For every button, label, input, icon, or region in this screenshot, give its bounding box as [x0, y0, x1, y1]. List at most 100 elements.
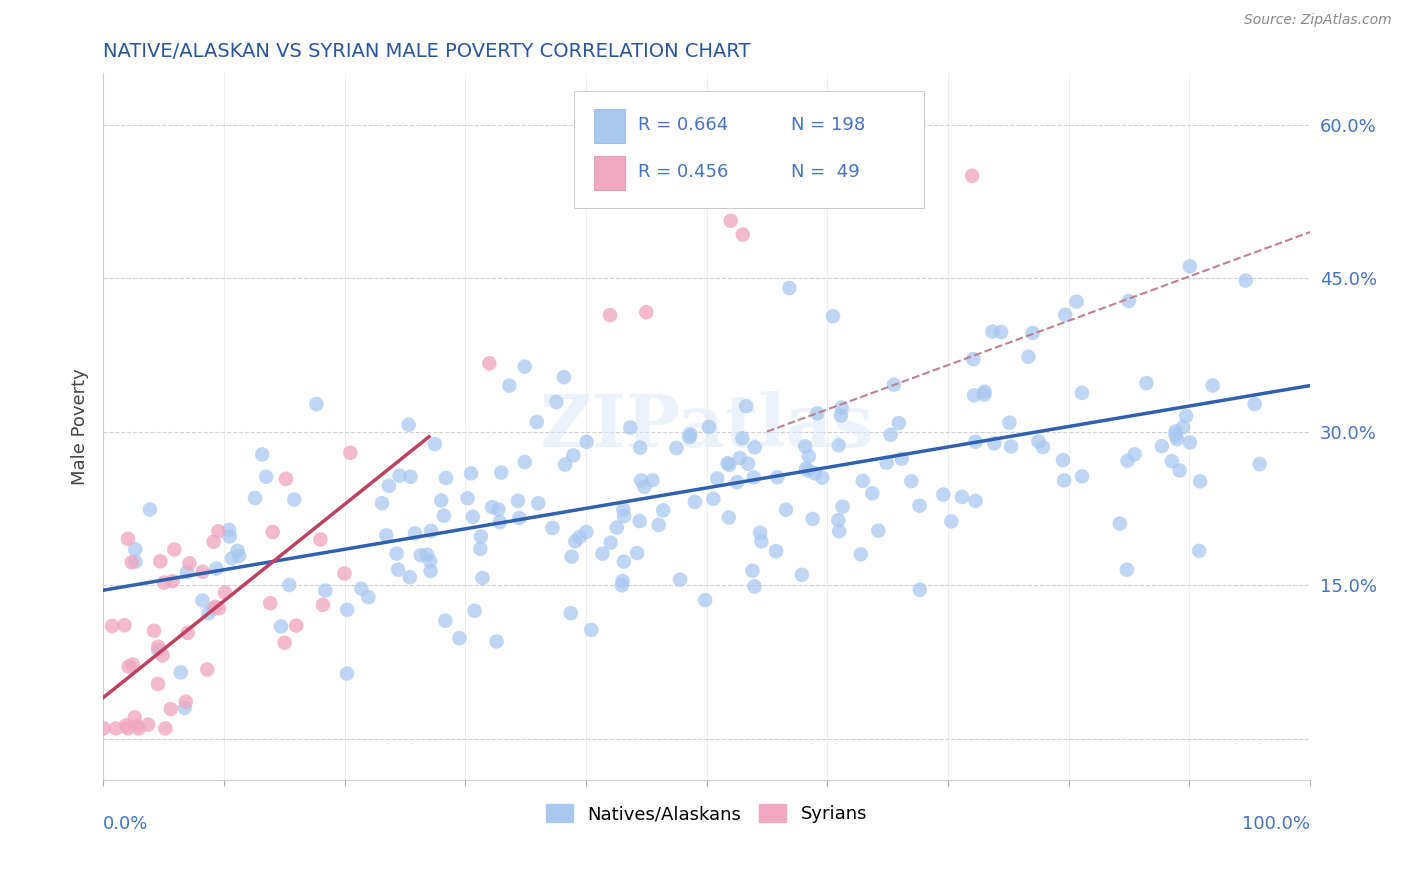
Point — [101, 619, 124, 633]
Point — [562, 448, 585, 462]
Point — [599, 308, 621, 322]
Point — [828, 438, 851, 452]
Point — [613, 555, 636, 569]
Point — [630, 474, 652, 488]
Point — [221, 551, 243, 566]
Point — [648, 518, 671, 533]
Point — [636, 305, 658, 319]
Point — [449, 631, 471, 645]
Point — [173, 701, 195, 715]
Text: 100.0%: 100.0% — [1241, 815, 1310, 833]
Point — [860, 486, 883, 500]
Point — [228, 549, 250, 563]
Point — [117, 722, 139, 736]
Point — [434, 471, 457, 485]
Point — [546, 395, 568, 409]
Point — [827, 513, 849, 527]
Point — [1135, 376, 1157, 390]
Point — [128, 722, 150, 736]
Point — [526, 415, 548, 429]
Point — [148, 640, 170, 654]
Point — [797, 464, 820, 478]
Point — [117, 532, 139, 546]
Point — [728, 450, 751, 465]
Point — [741, 564, 763, 578]
Point — [115, 718, 138, 732]
Point — [973, 387, 995, 401]
Point — [610, 578, 633, 592]
Text: NATIVE/ALASKAN VS SYRIAN MALE POVERTY CORRELATION CHART: NATIVE/ALASKAN VS SYRIAN MALE POVERTY CO… — [103, 42, 751, 61]
Point — [706, 471, 728, 485]
Point — [387, 563, 409, 577]
Point — [214, 585, 236, 599]
Point — [965, 494, 987, 508]
Point — [278, 578, 301, 592]
Point — [1053, 474, 1076, 488]
Point — [1201, 378, 1223, 392]
Point — [470, 529, 492, 543]
Point — [388, 468, 411, 483]
Point — [990, 325, 1012, 339]
Point — [831, 500, 853, 514]
Point — [790, 567, 813, 582]
Point — [1150, 439, 1173, 453]
Point — [385, 547, 408, 561]
Point — [114, 618, 136, 632]
Point — [398, 417, 420, 432]
Point — [152, 648, 174, 663]
Point — [1243, 397, 1265, 411]
Point — [830, 409, 852, 423]
Point — [963, 388, 986, 402]
Point — [155, 722, 177, 736]
Point — [339, 446, 361, 460]
Point — [683, 495, 706, 509]
Point — [121, 555, 143, 569]
Point — [652, 503, 675, 517]
Point — [146, 677, 169, 691]
Point — [720, 213, 742, 227]
Point — [527, 496, 550, 510]
Point — [226, 544, 249, 558]
Point — [1115, 563, 1137, 577]
Point — [204, 599, 226, 614]
Point — [628, 441, 651, 455]
Text: 0.0%: 0.0% — [103, 815, 149, 833]
Point — [908, 499, 931, 513]
Point — [575, 524, 598, 539]
Point — [883, 377, 905, 392]
Point — [828, 524, 851, 539]
Point — [207, 524, 229, 539]
Point — [731, 227, 754, 242]
Point — [1000, 439, 1022, 453]
Point — [1118, 294, 1140, 309]
Point — [357, 591, 380, 605]
Point — [941, 514, 963, 528]
Point — [378, 479, 401, 493]
Point — [274, 472, 297, 486]
Point — [606, 520, 628, 534]
Point — [831, 401, 853, 415]
Point — [737, 457, 759, 471]
Point — [333, 566, 356, 581]
Point — [498, 378, 520, 392]
Point — [821, 310, 844, 324]
Point — [350, 582, 373, 596]
Text: Source: ZipAtlas.com: Source: ZipAtlas.com — [1244, 13, 1392, 28]
Point — [195, 663, 218, 677]
Point — [430, 493, 453, 508]
Point — [541, 521, 564, 535]
Point — [398, 570, 420, 584]
Point — [136, 717, 159, 731]
Point — [399, 469, 422, 483]
Point — [419, 564, 441, 578]
Legend: Natives/Alaskans, Syrians: Natives/Alaskans, Syrians — [538, 797, 875, 830]
Point — [950, 490, 973, 504]
Point — [900, 474, 922, 488]
Point — [191, 565, 214, 579]
Text: N =  49: N = 49 — [792, 163, 860, 181]
Point — [633, 480, 655, 494]
Point — [599, 535, 621, 549]
Point — [735, 399, 758, 413]
Point — [1188, 544, 1211, 558]
Point — [121, 657, 143, 672]
